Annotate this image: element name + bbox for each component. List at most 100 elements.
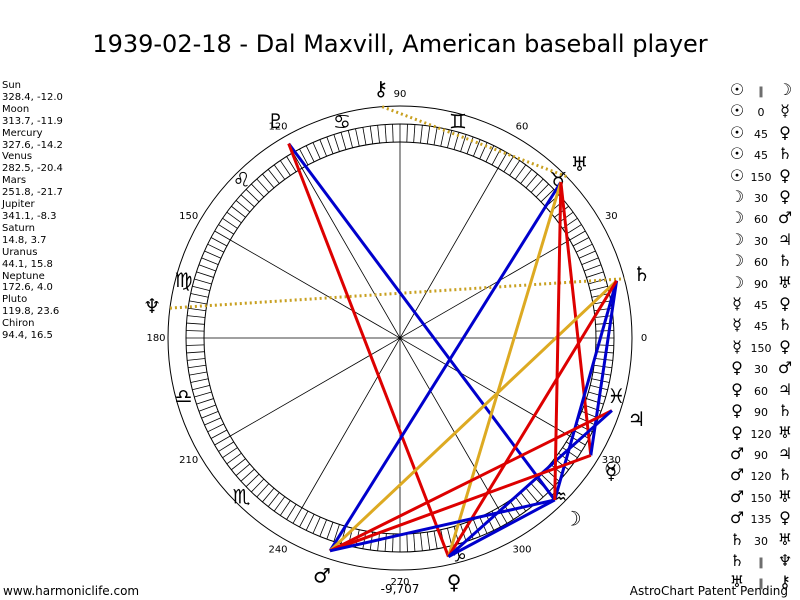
degree-tick	[447, 130, 453, 148]
aspect-planet-2: ♂	[777, 208, 793, 228]
aspect-planet-1: ♄	[729, 529, 745, 549]
degree-tick	[384, 533, 387, 552]
aspect-planet-1: ♂	[729, 508, 745, 528]
footer-patent-note: AstroChart Patent Pending	[629, 584, 788, 598]
sign-glyph-icon: ♏	[233, 484, 251, 508]
aspect-planet-1: ☿	[732, 336, 742, 356]
degree-label: 30	[605, 211, 618, 222]
planet-coords-moon: 313.7, -11.9	[2, 115, 63, 127]
aspect-row: ☉ 150 ♀	[728, 166, 794, 187]
aspect-planet-1: ☽	[729, 229, 745, 249]
footer-website[interactable]: www.harmoniclife.com	[3, 584, 140, 598]
aspect-line	[329, 498, 556, 553]
degree-tick	[198, 404, 216, 412]
planet-glyph-icon-moon: ☽	[564, 507, 582, 531]
aspect-row: ♀ 90 ♄	[728, 401, 794, 422]
degree-tick	[413, 124, 416, 143]
degree-tick	[333, 134, 340, 152]
degree-tick	[190, 378, 209, 383]
planet-coords-chiron: 94.4, 16.5	[2, 330, 53, 342]
degree-tick	[214, 230, 231, 241]
planet-name-jupiter: Jupiter	[2, 199, 35, 211]
degree-tick	[319, 519, 327, 537]
aspect-line	[447, 498, 556, 559]
aspect-planet-2: ♀	[779, 122, 791, 142]
degree-label: 210	[179, 455, 198, 466]
degree-tick	[226, 211, 242, 224]
degree-tick	[194, 391, 212, 398]
aspect-line	[287, 143, 450, 558]
aspect-row: ♂ 150 ♅	[728, 487, 794, 508]
aspect-angle: 135	[750, 513, 772, 527]
degree-label: 330	[602, 455, 621, 466]
degree-tick	[406, 124, 408, 143]
degree-tick	[231, 205, 246, 218]
degree-tick	[292, 507, 303, 524]
degree-tick	[240, 468, 255, 482]
aspect-planet-2: ♄	[777, 144, 793, 164]
degree-tick	[485, 145, 495, 163]
degree-tick	[262, 173, 275, 189]
aspect-planet-2: ♂	[777, 358, 793, 378]
degree-tick	[305, 145, 315, 163]
degree-tick	[187, 358, 206, 361]
sign-glyph-icon: ♋	[333, 110, 351, 134]
aspect-planet-1: ♀	[731, 422, 743, 442]
degree-label: 90	[394, 89, 407, 100]
degree-tick	[384, 124, 387, 143]
aspect-row: ☽ 60 ♂	[728, 208, 794, 229]
degree-tick	[231, 458, 246, 471]
degree-tick	[433, 127, 438, 146]
planet-position-list: Sun 328.4, -12.0 Moon 313.7, -11.9 Mercury 32…	[2, 80, 63, 342]
aspect-planet-1: ♀	[731, 379, 743, 399]
degree-tick	[196, 398, 214, 405]
degree-tick	[377, 125, 380, 144]
planet-coords-mercury: 327.6, -14.2	[2, 139, 63, 151]
planet-name-mercury: Mercury	[2, 127, 43, 139]
degree-tick	[530, 483, 544, 498]
aspect-row: ☽ 30 ♀	[728, 187, 794, 208]
aspect-planet-1: ♅	[729, 572, 745, 592]
degree-label: 0	[641, 333, 647, 344]
aspect-planet-2: ♃	[777, 379, 793, 399]
degree-label: 150	[179, 211, 198, 222]
aspect-angle: 90	[754, 406, 768, 420]
aspect-angle: 150	[750, 170, 772, 184]
degree-tick	[540, 473, 555, 487]
aspect-planet-2: ♀	[779, 187, 791, 207]
degree-tick	[433, 530, 438, 549]
sign-glyph-icon: ♊	[449, 110, 467, 134]
degree-tick	[280, 160, 291, 176]
degree-tick	[347, 130, 353, 148]
degree-tick	[222, 218, 238, 229]
degree-tick	[566, 441, 582, 452]
degree-tick	[198, 264, 216, 272]
degree-tick	[377, 532, 380, 551]
degree-tick	[194, 278, 212, 285]
degree-tick	[235, 200, 251, 213]
degree-tick	[586, 271, 604, 278]
degree-tick	[319, 139, 327, 157]
degree-tick	[426, 126, 431, 144]
planet-glyph-icon-saturn: ♄	[633, 262, 651, 286]
degree-tick	[187, 315, 206, 318]
planet-glyph-icon-pluto: ♇	[267, 109, 285, 133]
planet-coords-saturn: 14.8, 3.7	[2, 234, 47, 246]
aspect-line	[329, 409, 613, 553]
degree-tick	[305, 513, 315, 531]
aspect-planet-2: ♆	[777, 550, 793, 570]
planet-name-moon: Moon	[2, 103, 30, 115]
aspect-planet-2: ♃	[777, 443, 793, 463]
aspect-row: ♂ 135 ♀	[728, 508, 794, 529]
aspect-angle: 150	[750, 491, 772, 505]
aspect-planet-1: ☽	[729, 272, 745, 292]
degree-tick	[509, 160, 520, 176]
aspect-planet-1: ☉	[729, 80, 745, 99]
degree-tick	[267, 169, 280, 184]
degree-tick	[514, 164, 527, 180]
degree-tick	[426, 532, 431, 550]
degree-tick	[210, 237, 228, 247]
parallel-aspect-line	[381, 105, 568, 178]
degree-tick	[192, 385, 210, 391]
aspect-planet-2: ♃	[777, 229, 793, 249]
